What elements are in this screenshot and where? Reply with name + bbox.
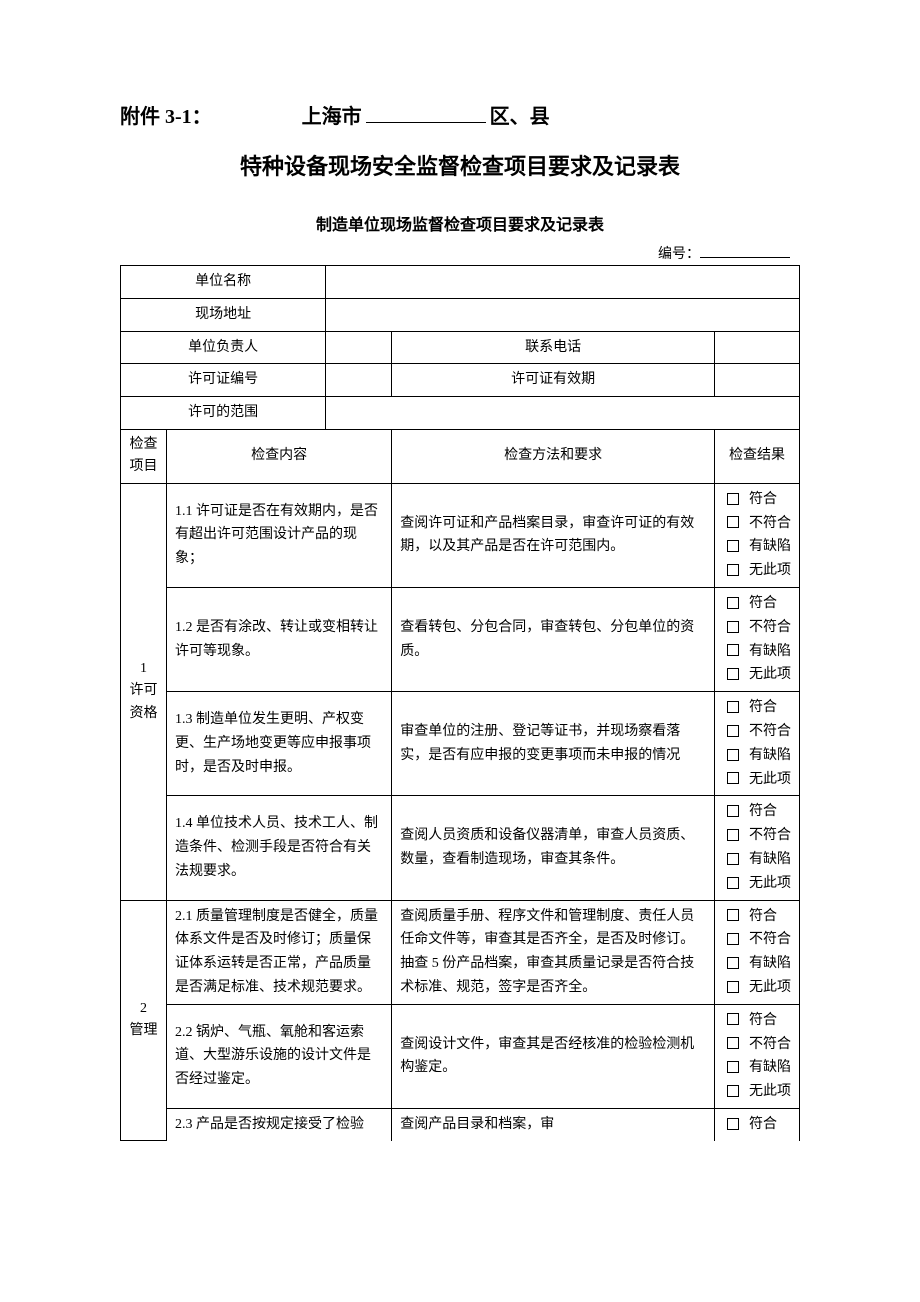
method-2-1: 查阅质量手册、程序文件和管理制度、责任人员任命文件等，审查其是否齐全，是否及时修… [392,900,715,1004]
value-responsible [326,331,392,364]
col-method: 检查方法和要求 [392,429,715,483]
checkbox-icon[interactable] [727,829,739,841]
method-1-2: 查看转包、分包合同，审查转包、分包单位的资质。 [392,587,715,691]
sub-title: 制造单位现场监督检查项目要求及记录表 [120,211,800,235]
checkbox-icon[interactable] [727,1037,739,1049]
checkbox-icon[interactable] [727,853,739,865]
checkbox-icon[interactable] [727,749,739,761]
serial-label: 编号： [658,247,700,262]
col-result: 检查结果 [714,429,799,483]
inspection-table: 单位名称 现场地址 单位负责人 联系电话 许可证编号 许可证有效期 许可的范围 … [120,265,800,1141]
checkbox-icon[interactable] [727,1013,739,1025]
method-2-2: 查阅设计文件，审查其是否经核准的检验检测机构鉴定。 [392,1004,715,1108]
checkbox-icon[interactable] [727,725,739,737]
content-1-4: 1.4 单位技术人员、技术工人、制造条件、检测手段是否符合有关法规要求。 [167,796,392,900]
checkbox-icon[interactable] [727,621,739,633]
column-header-row: 检查 项目 检查内容 检查方法和要求 检查结果 [121,429,800,483]
table-row: 2.3 产品是否按规定接受了检验 查阅产品目录和档案，审 符合 [121,1108,800,1140]
checkbox-icon[interactable] [727,981,739,993]
result-1-3: 符合 不符合 有缺陷 无此项 [714,692,799,796]
checkbox-icon[interactable] [727,493,739,505]
label-unit-name: 单位名称 [121,266,326,299]
value-site-address [326,298,800,331]
col-category: 检查 项目 [121,429,167,483]
attachment-label: 附件 3-1： [120,100,212,129]
info-row-license-no: 许可证编号 许可证有效期 [121,364,800,397]
table-row: 1.3 制造单位发生更明、产权变更、生产场地变更等应申报事项时，是否及时申报。 … [121,692,800,796]
value-unit-name [326,266,800,299]
value-phone [714,331,799,364]
result-2-2: 符合 不符合 有缺陷 无此项 [714,1004,799,1108]
checkbox-icon[interactable] [727,1061,739,1073]
label-license-valid: 许可证有效期 [392,364,715,397]
serial-blank [700,257,790,258]
category-1: 1许可 资格 [121,483,167,900]
result-1-4: 符合 不符合 有缺陷 无此项 [714,796,799,900]
checkbox-icon[interactable] [727,668,739,680]
label-responsible: 单位负责人 [121,331,326,364]
value-license-valid [714,364,799,397]
city-prefix: 上海市 [302,100,362,129]
value-license-scope [326,397,800,430]
checkbox-icon[interactable] [727,805,739,817]
checkbox-icon[interactable] [727,1085,739,1097]
result-2-1: 符合 不符合 有缺陷 无此项 [714,900,799,1004]
checkbox-icon[interactable] [727,772,739,784]
checkbox-icon[interactable] [727,909,739,921]
checkbox-icon[interactable] [727,877,739,889]
info-row-license-scope: 许可的范围 [121,397,800,430]
checkbox-icon[interactable] [727,701,739,713]
method-1-1: 查阅许可证和产品档案目录，审查许可证的有效期，以及其产品是否在许可范围内。 [392,483,715,587]
info-row-responsible: 单位负责人 联系电话 [121,331,800,364]
checkbox-icon[interactable] [727,644,739,656]
checkbox-icon[interactable] [727,540,739,552]
label-license-scope: 许可的范围 [121,397,326,430]
district-blank [366,122,486,123]
table-row: 1许可 资格 1.1 许可证是否在有效期内，是否有超出许可范围设计产品的现象； … [121,483,800,587]
content-2-1: 2.1 质量管理制度是否健全，质量体系文件是否及时修订；质量保证体系运转是否正常… [167,900,392,1004]
main-title: 特种设备现场安全监督检查项目要求及记录表 [120,149,800,181]
checkbox-icon[interactable] [727,564,739,576]
info-row-site-address: 现场地址 [121,298,800,331]
info-row-unit-name: 单位名称 [121,266,800,299]
checkbox-icon[interactable] [727,957,739,969]
category-2: 2管理 [121,900,167,1141]
label-site-address: 现场地址 [121,298,326,331]
table-row: 1.2 是否有涂改、转让或变相转让许可等现象。 查看转包、分包合同，审查转包、分… [121,587,800,691]
checkbox-icon[interactable] [727,597,739,609]
table-row: 2.2 锅炉、气瓶、氧舱和客运索道、大型游乐设施的设计文件是否经过鉴定。 查阅设… [121,1004,800,1108]
content-1-3: 1.3 制造单位发生更明、产权变更、生产场地变更等应申报事项时，是否及时申报。 [167,692,392,796]
city-suffix: 区、县 [490,100,550,129]
result-1-1: 符合 不符合 有缺陷 无此项 [714,483,799,587]
content-1-2: 1.2 是否有涂改、转让或变相转让许可等现象。 [167,587,392,691]
content-2-3: 2.3 产品是否按规定接受了检验 [167,1108,392,1140]
header-line: 附件 3-1： 上海市 区、县 [120,100,800,129]
checkbox-icon[interactable] [727,1118,739,1130]
content-1-1: 1.1 许可证是否在有效期内，是否有超出许可范围设计产品的现象； [167,483,392,587]
table-row: 2管理 2.1 质量管理制度是否健全，质量体系文件是否及时修订；质量保证体系运转… [121,900,800,1004]
label-phone: 联系电话 [392,331,715,364]
result-1-2: 符合 不符合 有缺陷 无此项 [714,587,799,691]
method-1-3: 审查单位的注册、登记等证书，并现场察看落实，是否有应申报的变更事项而未申报的情况 [392,692,715,796]
result-2-3: 符合 [714,1108,799,1140]
method-1-4: 查阅人员资质和设备仪器清单，审查人员资质、数量，查看制造现场，审查其条件。 [392,796,715,900]
table-row: 1.4 单位技术人员、技术工人、制造条件、检测手段是否符合有关法规要求。 查阅人… [121,796,800,900]
checkbox-icon[interactable] [727,933,739,945]
serial-row: 编号： [120,243,800,263]
col-content: 检查内容 [167,429,392,483]
method-2-3: 查阅产品目录和档案，审 [392,1108,715,1140]
label-license-no: 许可证编号 [121,364,326,397]
value-license-no [326,364,392,397]
content-2-2: 2.2 锅炉、气瓶、氧舱和客运索道、大型游乐设施的设计文件是否经过鉴定。 [167,1004,392,1108]
checkbox-icon[interactable] [727,516,739,528]
